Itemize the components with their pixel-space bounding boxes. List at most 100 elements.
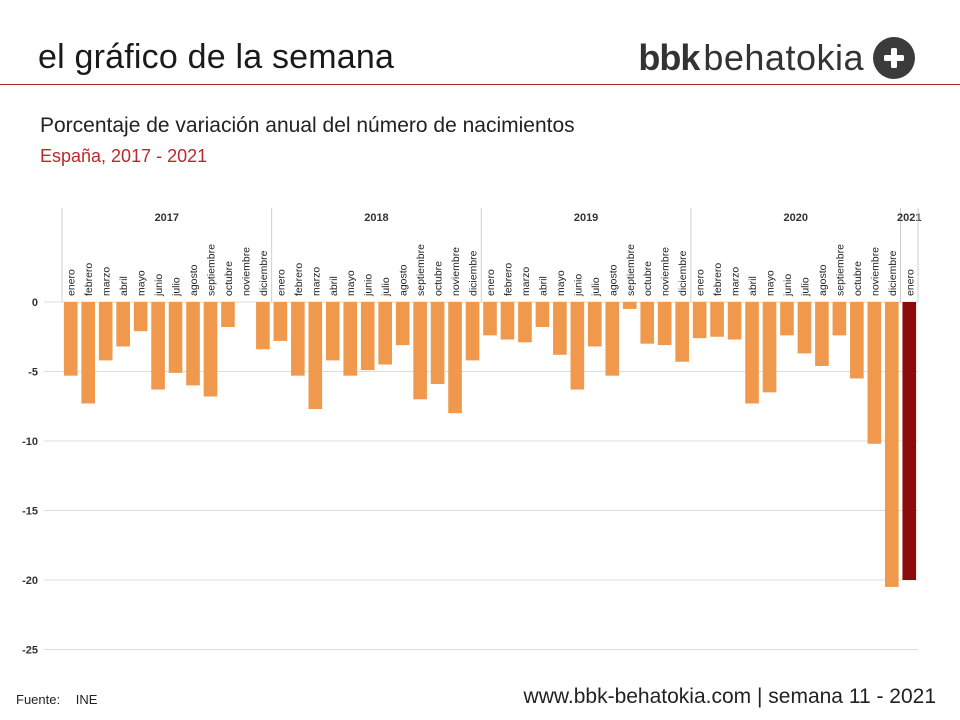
month-label: octubre xyxy=(642,261,654,296)
month-label: diciembre xyxy=(468,250,480,296)
month-label: mayo xyxy=(345,270,357,296)
month-label: septiembre xyxy=(834,244,846,296)
bar xyxy=(588,302,602,347)
bar xyxy=(273,302,288,341)
bar xyxy=(325,302,340,361)
month-label: noviembre xyxy=(450,247,462,296)
bar xyxy=(448,302,462,414)
bar xyxy=(133,302,148,332)
year-label: 2018 xyxy=(364,212,388,224)
month-label: enero xyxy=(275,269,287,296)
bar xyxy=(640,302,655,344)
month-label: agosto xyxy=(817,264,829,296)
bar xyxy=(867,302,882,444)
year-label: 2019 xyxy=(574,212,598,224)
bar xyxy=(168,302,183,373)
brand-light: behatokia xyxy=(703,37,864,78)
bar xyxy=(98,302,113,361)
bar xyxy=(797,302,812,354)
bar xyxy=(727,302,742,340)
y-tick-label: -10 xyxy=(22,436,38,448)
month-label: febrero xyxy=(83,263,95,296)
bar xyxy=(780,302,794,336)
month-label: enero xyxy=(695,269,707,296)
bar xyxy=(203,302,218,397)
bar xyxy=(553,302,567,355)
month-label: julio xyxy=(380,277,392,297)
month-label: febrero xyxy=(293,263,305,296)
bar xyxy=(518,302,532,343)
bar xyxy=(291,302,305,376)
bar xyxy=(430,302,445,385)
month-label: enero xyxy=(66,269,78,296)
month-label: enero xyxy=(485,269,497,296)
bar xyxy=(360,302,375,371)
month-label: febrero xyxy=(712,263,724,296)
bar xyxy=(395,302,410,346)
bar xyxy=(675,302,689,362)
bar xyxy=(63,302,78,376)
month-label: agosto xyxy=(607,264,619,296)
month-label: octubre xyxy=(852,261,864,296)
births-variation-chart: 0 -5 -10 -15 -20 -25 2017 2018 2019 2020 2021 enero… xyxy=(22,208,922,657)
bar xyxy=(745,302,759,404)
month-label: octubre xyxy=(433,261,445,296)
bar xyxy=(413,302,427,400)
month-label: abril xyxy=(328,276,340,296)
bar xyxy=(605,302,620,376)
bar xyxy=(221,302,235,328)
y-tick-label: -25 xyxy=(22,645,38,657)
month-label: septiembre xyxy=(625,244,637,296)
chart-subtitle: España, 2017 - 2021 xyxy=(40,146,208,166)
bar xyxy=(81,302,96,404)
month-label: noviembre xyxy=(869,247,881,296)
bar xyxy=(256,302,270,350)
y-tick-label: -15 xyxy=(22,506,38,518)
month-label: agosto xyxy=(188,264,200,296)
bar xyxy=(710,302,724,337)
month-label: septiembre xyxy=(205,244,217,296)
bar xyxy=(570,302,585,390)
bar xyxy=(535,302,550,328)
month-label: diciembre xyxy=(258,250,270,296)
bar xyxy=(308,302,323,410)
month-label: octubre xyxy=(223,261,235,296)
brand-logo: bbk behatokia xyxy=(638,36,916,80)
bar xyxy=(622,302,637,309)
header-divider xyxy=(0,84,960,85)
month-label: mayo xyxy=(136,270,148,296)
brand-bold: bbk xyxy=(638,37,700,78)
month-label: abril xyxy=(747,276,759,296)
month-label: marzo xyxy=(310,267,322,296)
footer-website-week: www.bbk-behatokia.com | semana 11 - 2021 xyxy=(523,685,936,708)
month-label: septiembre xyxy=(415,244,427,296)
month-label: diciembre xyxy=(887,250,899,296)
month-label: junio xyxy=(153,274,165,297)
bar xyxy=(483,302,497,336)
month-label: junio xyxy=(363,274,375,297)
bar xyxy=(692,302,707,339)
bar xyxy=(762,302,777,393)
month-label: junio xyxy=(782,274,794,297)
y-tick-label: -5 xyxy=(28,367,38,379)
bar xyxy=(815,302,829,366)
chart-title: Porcentaje de variación anual del número… xyxy=(40,114,575,137)
bar xyxy=(465,302,480,361)
y-tick-label: -20 xyxy=(22,575,38,587)
bar xyxy=(116,302,130,347)
y-tick-label: 0 xyxy=(32,297,38,309)
footer-source: Fuente: INE xyxy=(16,692,97,707)
bar xyxy=(832,302,847,336)
month-label: mayo xyxy=(555,270,567,296)
month-label: mayo xyxy=(765,270,777,296)
month-label: abril xyxy=(537,276,549,296)
source-label: Fuente: xyxy=(16,692,61,707)
bar xyxy=(902,302,917,580)
page-title: el gráfico de la semana xyxy=(38,38,395,76)
month-label: enero xyxy=(904,269,916,296)
bar xyxy=(378,302,392,365)
bar xyxy=(850,302,864,379)
bar xyxy=(343,302,358,376)
month-label: febrero xyxy=(502,263,514,296)
plus-circle-icon xyxy=(873,37,915,79)
